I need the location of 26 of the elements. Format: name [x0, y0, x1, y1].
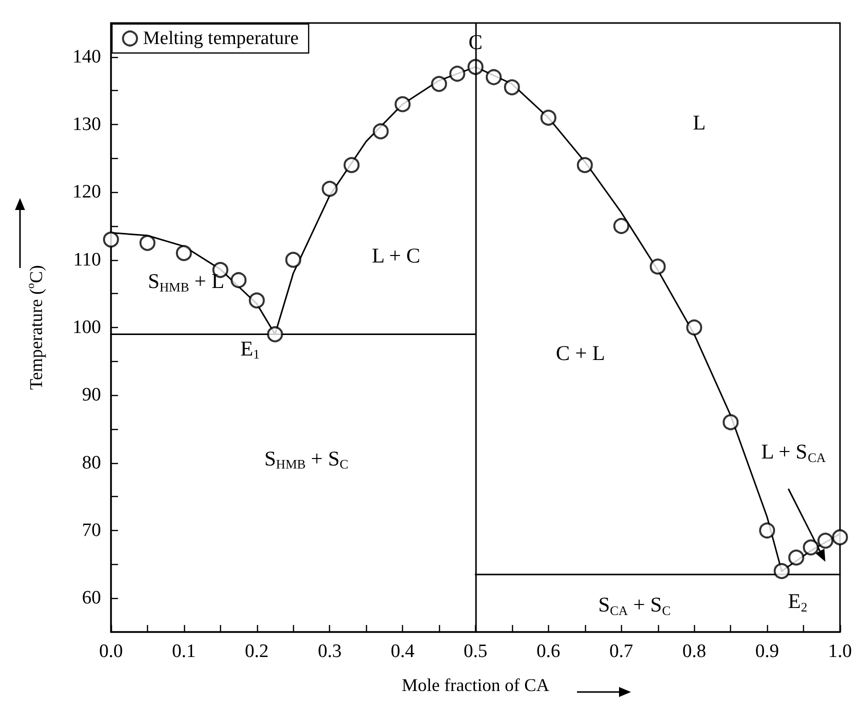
y-tick-label: 60 [82, 588, 101, 609]
y-tick-label: 120 [72, 182, 101, 203]
x-tick-label: 0.8 [682, 641, 706, 662]
y-tick-label: 70 [82, 520, 101, 541]
x-tick-label: 0.1 [172, 641, 196, 662]
y-tick-label: 110 [73, 249, 101, 270]
legend-label: Melting temperature [143, 28, 299, 49]
x-tick-label: 0.2 [244, 641, 269, 662]
y-tick-label: 140 [72, 46, 101, 68]
x-tick-label: 0.9 [755, 641, 779, 662]
x-tick-label: 0.7 [609, 641, 634, 662]
x-tick-label: 0.5 [464, 641, 488, 662]
x-axis-title: Mole fraction of CA [402, 675, 550, 695]
y-tick-label: 100 [72, 317, 101, 338]
annotation: L [692, 110, 706, 134]
y-tick-label: 90 [82, 384, 101, 406]
x-tick-label: 0.0 [99, 641, 123, 662]
x-tick-label: 0.6 [536, 641, 560, 662]
annotation: L + C [372, 244, 420, 268]
x-tick-label: 0.3 [318, 641, 342, 662]
y-tick-label: 80 [82, 452, 101, 474]
x-tick-label: 1.0 [828, 641, 852, 662]
y-tick-label: 130 [72, 114, 101, 135]
annotation: C + L [556, 341, 606, 366]
x-tick-label: 0.4 [390, 641, 415, 662]
y-axis-title: Temperature (oC) [25, 265, 46, 390]
